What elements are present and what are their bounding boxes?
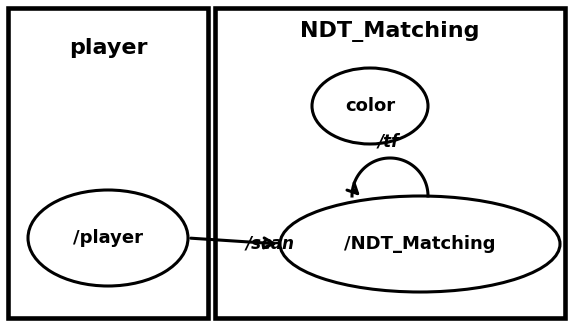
Text: /tf: /tf <box>378 133 399 151</box>
Ellipse shape <box>312 68 428 144</box>
Bar <box>8 8 208 318</box>
Text: /NDT_Matching: /NDT_Matching <box>344 235 496 253</box>
Text: /scan: /scan <box>245 234 295 252</box>
Bar <box>215 8 565 318</box>
Text: color: color <box>345 97 395 115</box>
Text: NDT_Matching: NDT_Matching <box>300 21 480 41</box>
Text: /player: /player <box>73 229 143 247</box>
Ellipse shape <box>280 196 560 292</box>
Ellipse shape <box>28 190 188 286</box>
Text: player: player <box>69 38 147 58</box>
